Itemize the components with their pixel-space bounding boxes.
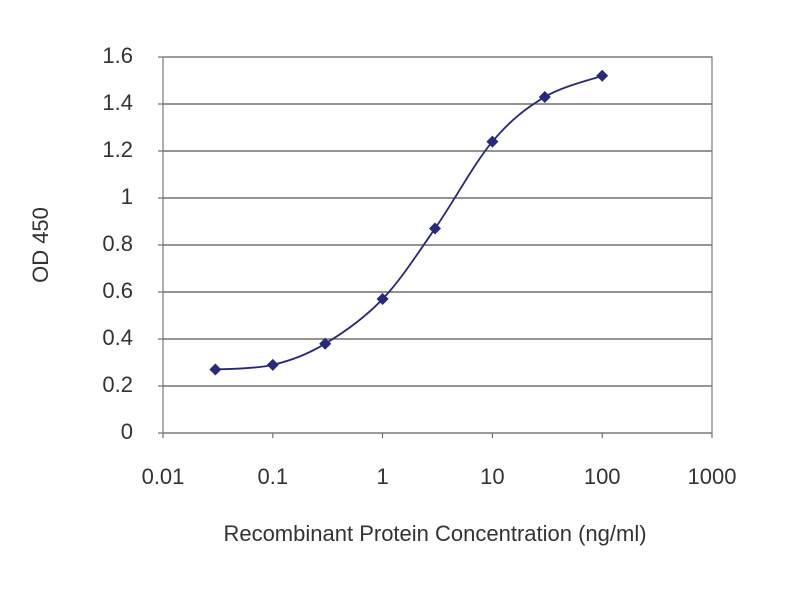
marker [486, 135, 499, 148]
x-tick-label: 1000 [688, 464, 737, 489]
x-tick-label: 1 [376, 464, 388, 489]
x-tick-label: 10 [480, 464, 504, 489]
x-tick-label: 100 [584, 464, 621, 489]
marker [209, 363, 222, 376]
x-axis-label: Recombinant Protein Concentration (ng/ml… [223, 521, 646, 546]
marker [596, 69, 609, 82]
x-tick-label: 0.01 [142, 464, 185, 489]
y-tick-label: 0.6 [102, 278, 133, 303]
marker [538, 90, 551, 103]
y-tick-label: 0 [121, 419, 133, 444]
y-tick-label: 1.2 [102, 137, 133, 162]
x-tick-label: 0.1 [258, 464, 289, 489]
y-tick-label: 1.4 [102, 90, 133, 115]
marker [376, 293, 389, 306]
plot-frame [162, 56, 713, 434]
series-line [215, 74, 603, 371]
y-tick-label: 0.2 [102, 372, 133, 397]
marker [319, 337, 332, 350]
y-tick-label: 0.8 [102, 231, 133, 256]
marker [428, 222, 441, 235]
y-axis-label: OD 450 [28, 207, 53, 283]
y-tick-label: 1.6 [102, 43, 133, 68]
marker [266, 358, 279, 371]
y-tick-label: 0.4 [102, 325, 133, 350]
y-tick-label: 1 [121, 184, 133, 209]
